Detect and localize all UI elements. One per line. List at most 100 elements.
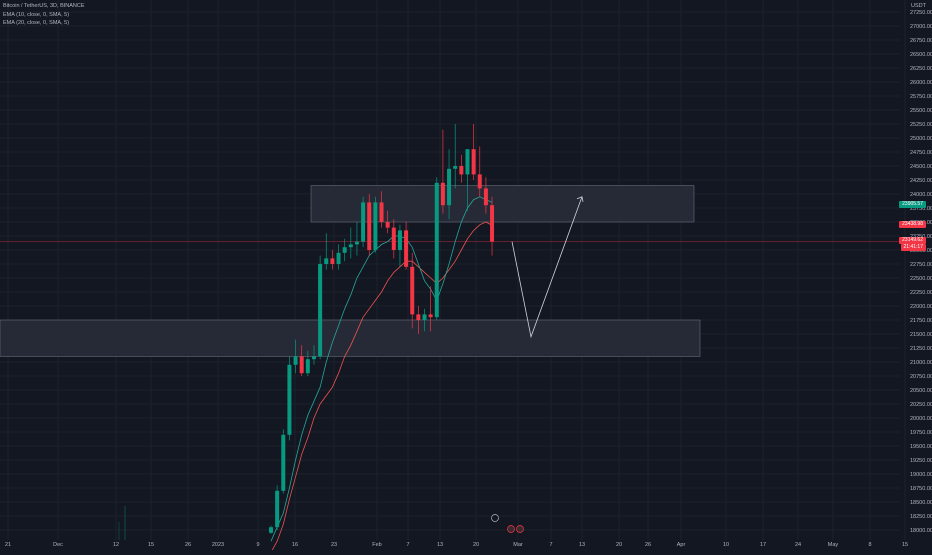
candle-body[interactable] (299, 356, 304, 374)
symbol-title[interactable]: Bitcoin / TetherUS, 3D, BINANCE (3, 3, 85, 9)
candle-body[interactable] (379, 202, 384, 222)
x-axis-tick-label: 10 (723, 542, 729, 548)
candle-body[interactable] (453, 166, 458, 169)
candle-body[interactable] (459, 166, 464, 175)
y-axis-tick-label: 25500.00 (910, 108, 932, 114)
x-axis-tick-label: Dec (53, 542, 63, 548)
candle-body[interactable] (348, 244, 353, 248)
y-axis-tick-label: 25000.00 (910, 136, 932, 142)
candle-body[interactable] (367, 202, 372, 250)
y-axis-tick-label: 24500.00 (910, 164, 932, 170)
x-axis-tick-label: 20 (616, 542, 622, 548)
y-axis-tick-label: 22500.00 (910, 276, 932, 282)
y-axis-tick-label: 19750.00 (910, 430, 932, 436)
y-axis-tick-label: 18750.00 (910, 486, 932, 492)
x-axis-tick-label: Feb (372, 542, 381, 548)
earnings-icon[interactable] (507, 525, 515, 533)
candle-body[interactable] (354, 241, 359, 245)
y-axis-tick-label: 19000.00 (910, 472, 932, 478)
last-price-tag: 23149.62 (899, 237, 926, 244)
candle-body[interactable] (397, 230, 402, 250)
y-axis-tick-label: 21000.00 (910, 360, 932, 366)
earnings-icon[interactable] (516, 525, 524, 533)
projection-path[interactable] (511, 196, 583, 339)
candle-body[interactable] (434, 182, 439, 318)
x-axis-tick-label: 15 (902, 542, 908, 548)
y-axis-tick-label: 19250.00 (910, 458, 932, 464)
candle-body[interactable] (269, 527, 273, 533)
candle-body[interactable] (391, 227, 396, 250)
x-axis-tick-label: 26 (185, 542, 191, 548)
candle-body[interactable] (465, 149, 470, 175)
x-axis-tick-label: 20 (473, 542, 479, 548)
candle-body[interactable] (490, 205, 495, 242)
ema-fast-price-tag: 23905.57 (899, 201, 926, 208)
candle-body[interactable] (318, 264, 323, 357)
y-axis-tick-label: 21500.00 (910, 332, 932, 338)
ema-slow-price-tag: 23438.98 (899, 221, 926, 228)
candle-body[interactable] (483, 188, 488, 206)
y-axis-tick-label: 26750.00 (910, 38, 932, 44)
candle-body[interactable] (416, 314, 421, 320)
candle-body[interactable] (471, 149, 476, 175)
ema-20-line (270, 221, 493, 553)
y-axis-tick-label: 20250.00 (910, 402, 932, 408)
x-axis-tick-label: 24 (795, 542, 801, 548)
y-axis-tick-label: 20000.00 (910, 416, 932, 422)
x-axis-tick-label: 8 (868, 542, 871, 548)
x-axis-tick-label: 13 (579, 542, 585, 548)
candle-body[interactable] (422, 314, 427, 320)
y-axis-tick-label: 25250.00 (910, 122, 932, 128)
candle-body[interactable] (275, 490, 280, 528)
x-axis-tick-label: 23 (331, 542, 337, 548)
candle-body[interactable] (324, 258, 329, 264)
x-axis-tick-label: May (828, 542, 839, 548)
x-axis-tick-label: 7 (406, 542, 409, 548)
projection-arrowhead (576, 196, 584, 202)
y-axis-tick-label: 27250.00 (910, 10, 932, 16)
y-axis-tick-label: 26250.00 (910, 66, 932, 72)
candle-body[interactable] (336, 252, 341, 264)
candle-body[interactable] (311, 356, 316, 360)
candle-body[interactable] (428, 314, 433, 318)
y-axis-tick-label: 23000.00 (910, 248, 932, 254)
candle-body[interactable] (342, 247, 347, 253)
candle-body[interactable] (361, 202, 366, 242)
candle-body[interactable] (447, 168, 452, 206)
flag-icon[interactable] (491, 514, 499, 522)
x-axis-tick-label: 13 (437, 542, 443, 548)
candle-body[interactable] (410, 266, 415, 315)
candle-body[interactable] (330, 258, 335, 264)
candle-body[interactable] (293, 356, 298, 365)
candle-body[interactable] (281, 434, 286, 491)
y-axis-tick-label: 23750.00 (910, 206, 932, 212)
y-axis-tick-label: 27000.00 (910, 24, 932, 30)
y-axis-tick-label: 18500.00 (910, 500, 932, 506)
x-axis-tick-label: 21 (5, 542, 11, 548)
x-axis-tick-label: 26 (645, 542, 651, 548)
y-axis-tick-label: 20750.00 (910, 374, 932, 380)
y-axis-tick-label: 24750.00 (910, 150, 932, 156)
candle-body[interactable] (373, 202, 378, 250)
y-axis-tick-label: 22250.00 (910, 290, 932, 296)
candle-body[interactable] (440, 182, 445, 206)
x-axis-tick-label: 17 (760, 542, 766, 548)
candle-body[interactable] (477, 174, 482, 189)
x-axis-tick-label: Apr (677, 542, 686, 548)
support-resistance-zone[interactable] (0, 319, 701, 357)
candle-body[interactable] (385, 222, 390, 228)
x-axis-tick-label: 9 (256, 542, 259, 548)
x-axis-tick-label: Mar (513, 542, 523, 548)
ema-20-legend[interactable]: EMA (20, close, 0, SMA, 5) (3, 20, 70, 26)
candle-body[interactable] (305, 359, 310, 374)
ema-10-legend[interactable]: EMA (10, close, 0, SMA, 5) (3, 12, 70, 18)
x-axis-tick-label: 16 (292, 542, 298, 548)
y-axis-tick-label: 21250.00 (910, 346, 932, 352)
candle-body[interactable] (404, 230, 409, 267)
x-axis-tick-label: 12 (113, 542, 119, 548)
y-axis-tick-label: 19500.00 (910, 444, 932, 450)
currency-label: USDT (911, 3, 926, 9)
candle-body[interactable] (287, 364, 292, 435)
